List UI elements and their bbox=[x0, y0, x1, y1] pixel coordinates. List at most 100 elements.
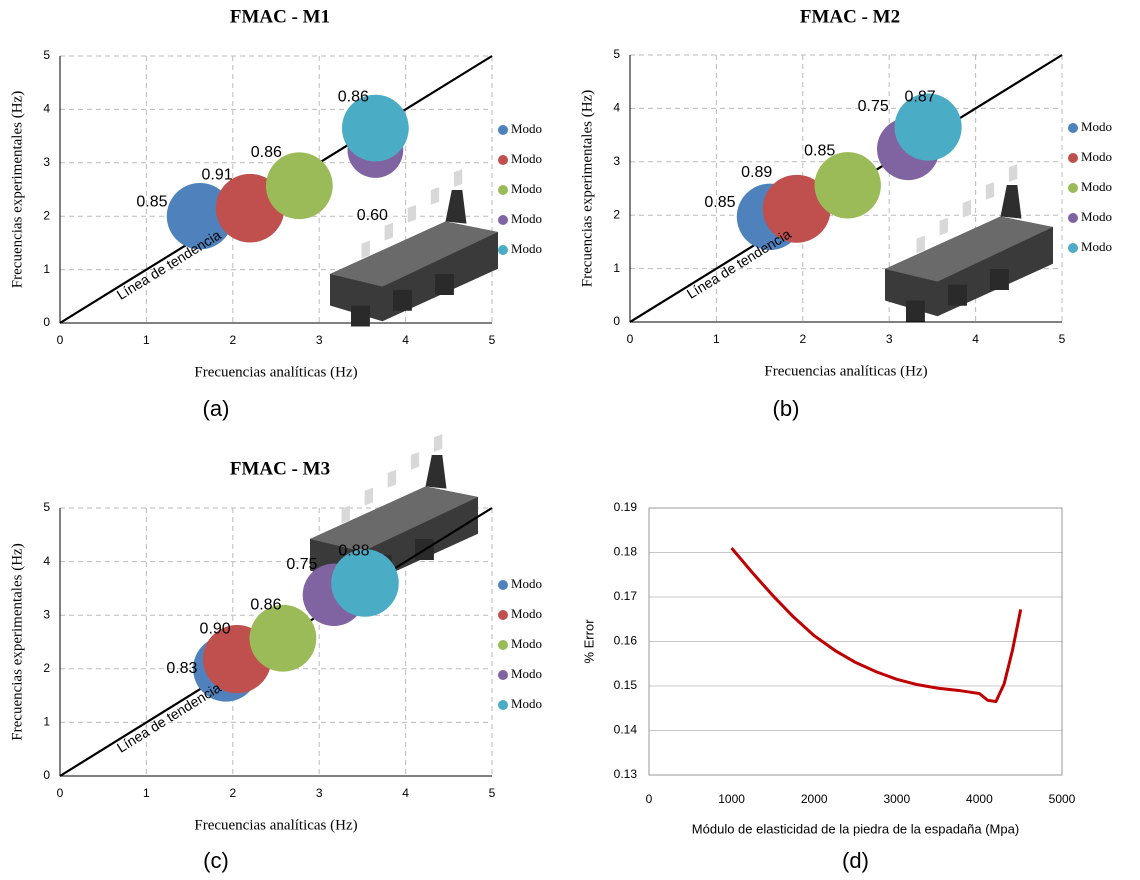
bubble-label: 0.87 bbox=[905, 88, 936, 105]
y-tick-label: 0 bbox=[613, 314, 620, 328]
building-arch bbox=[388, 470, 396, 488]
y-tick-label: 4 bbox=[43, 102, 50, 116]
chart-title: FMAC - M2 bbox=[800, 6, 900, 27]
y-tick-label: 0.13 bbox=[614, 767, 638, 781]
y-tick-label: 4 bbox=[43, 554, 50, 568]
x-tick-label: 0 bbox=[57, 786, 64, 800]
bubble-label: 0.85 bbox=[704, 194, 735, 211]
x-tick-label: 1 bbox=[143, 333, 150, 347]
building-arch bbox=[434, 434, 442, 452]
legend-marker bbox=[1068, 183, 1078, 193]
bubble bbox=[250, 605, 317, 672]
legend-label: Modo bbox=[511, 151, 542, 166]
y-tick-label: 0.15 bbox=[614, 678, 638, 692]
bubble-label: 0.75 bbox=[286, 556, 317, 573]
y-tick-label: 0.14 bbox=[614, 723, 638, 737]
bubble bbox=[266, 152, 333, 219]
x-tick-label: 0 bbox=[627, 332, 634, 346]
x-tick-label: 0 bbox=[57, 333, 64, 347]
bubble-label: 0.75 bbox=[858, 98, 889, 115]
legend-label: Modo bbox=[511, 121, 542, 136]
building-image bbox=[330, 169, 498, 326]
legend-label: Modo bbox=[511, 636, 542, 651]
caption: (c) bbox=[203, 848, 229, 873]
x-axis-title: Frecuencias analíticas (Hz) bbox=[194, 817, 357, 833]
y-tick-label: 0.16 bbox=[614, 634, 638, 648]
bubble-label: 0.85 bbox=[804, 143, 835, 160]
x-axis-title: Módulo de elasticidad de la piedra de la… bbox=[692, 821, 1019, 836]
building-foot bbox=[948, 285, 967, 306]
legend-label: Modo bbox=[1081, 209, 1112, 224]
legend-label: Modo bbox=[1081, 149, 1112, 164]
building-foot bbox=[393, 290, 412, 311]
chart-title: FMAC - M3 bbox=[230, 458, 330, 479]
chart-title: FMAC - M1 bbox=[230, 6, 330, 27]
y-tick-label: 3 bbox=[43, 155, 50, 169]
building-arch bbox=[917, 236, 925, 254]
bubble-label: 0.86 bbox=[338, 88, 369, 105]
x-tick-label: 2 bbox=[229, 333, 236, 347]
bubble-label: 0.85 bbox=[136, 193, 167, 210]
y-tick-label: 0.19 bbox=[614, 500, 638, 514]
y-tick-label: 1 bbox=[613, 261, 620, 275]
legend-marker bbox=[498, 700, 508, 710]
legend-label: Modo bbox=[511, 606, 542, 621]
building-foot bbox=[435, 274, 454, 295]
building-arch bbox=[1009, 164, 1017, 182]
building-arch bbox=[385, 223, 393, 241]
legend-marker bbox=[498, 580, 508, 590]
building-arch bbox=[940, 218, 948, 236]
legend-marker bbox=[498, 185, 508, 195]
y-axis-title: % Error bbox=[581, 619, 596, 664]
legend-marker bbox=[1068, 153, 1078, 163]
legend-label: Modo bbox=[511, 181, 542, 196]
trend-line-label: Línea de tendencia bbox=[114, 227, 224, 303]
y-tick-label: 3 bbox=[613, 154, 620, 168]
x-tick-label: 4 bbox=[972, 332, 979, 346]
x-tick-label: 5000 bbox=[1049, 792, 1076, 806]
building-arch bbox=[986, 182, 994, 200]
bubble-label: 0.86 bbox=[251, 144, 282, 161]
x-tick-label: 5 bbox=[489, 786, 496, 800]
y-tick-label: 5 bbox=[613, 47, 620, 61]
bubble-label: 0.91 bbox=[202, 166, 233, 183]
x-tick-label: 1 bbox=[713, 332, 720, 346]
x-tick-label: 2 bbox=[229, 786, 236, 800]
y-tick-label: 3 bbox=[43, 607, 50, 621]
building-arch bbox=[342, 506, 350, 524]
y-axis-title: Frecuencias experimentales (Hz) bbox=[579, 90, 595, 287]
x-axis-title: Frecuencias analíticas (Hz) bbox=[764, 363, 927, 379]
x-tick-label: 4 bbox=[402, 786, 409, 800]
caption: (a) bbox=[203, 396, 230, 421]
x-axis-title: Frecuencias analíticas (Hz) bbox=[194, 364, 357, 380]
trend-line-label: Línea de tendencia bbox=[684, 226, 794, 302]
y-tick-label: 2 bbox=[43, 661, 50, 675]
x-tick-label: 3 bbox=[316, 786, 323, 800]
building-foot bbox=[351, 306, 370, 327]
legend-label: Modo bbox=[1081, 119, 1112, 134]
building-image bbox=[885, 164, 1053, 321]
legend-label: Modo bbox=[511, 241, 542, 256]
x-tick-label: 0 bbox=[646, 792, 653, 806]
legend-marker bbox=[1068, 123, 1078, 133]
bubble-label: 0.90 bbox=[200, 620, 231, 637]
building-foot bbox=[906, 301, 925, 322]
y-tick-label: 0.18 bbox=[614, 545, 638, 559]
building-foot bbox=[990, 269, 1009, 290]
building-arch bbox=[408, 205, 416, 223]
legend-label: Modo bbox=[511, 211, 542, 226]
building-arch bbox=[362, 241, 370, 259]
legend-marker bbox=[498, 155, 508, 165]
legend-marker bbox=[498, 670, 508, 680]
y-axis-title: Frecuencias experimentales (Hz) bbox=[9, 543, 25, 740]
bubble-label: 0.88 bbox=[338, 542, 369, 559]
x-tick-label: 3 bbox=[886, 332, 893, 346]
x-tick-label: 4 bbox=[402, 333, 409, 347]
building-arch bbox=[365, 488, 373, 506]
bubble-label: 0.60 bbox=[357, 207, 388, 224]
x-tick-label: 5 bbox=[1059, 332, 1066, 346]
legend-label: Modo bbox=[511, 666, 542, 681]
legend-marker bbox=[1068, 213, 1078, 223]
legend-label: Modo bbox=[511, 576, 542, 591]
legend-label: Modo bbox=[511, 696, 542, 711]
